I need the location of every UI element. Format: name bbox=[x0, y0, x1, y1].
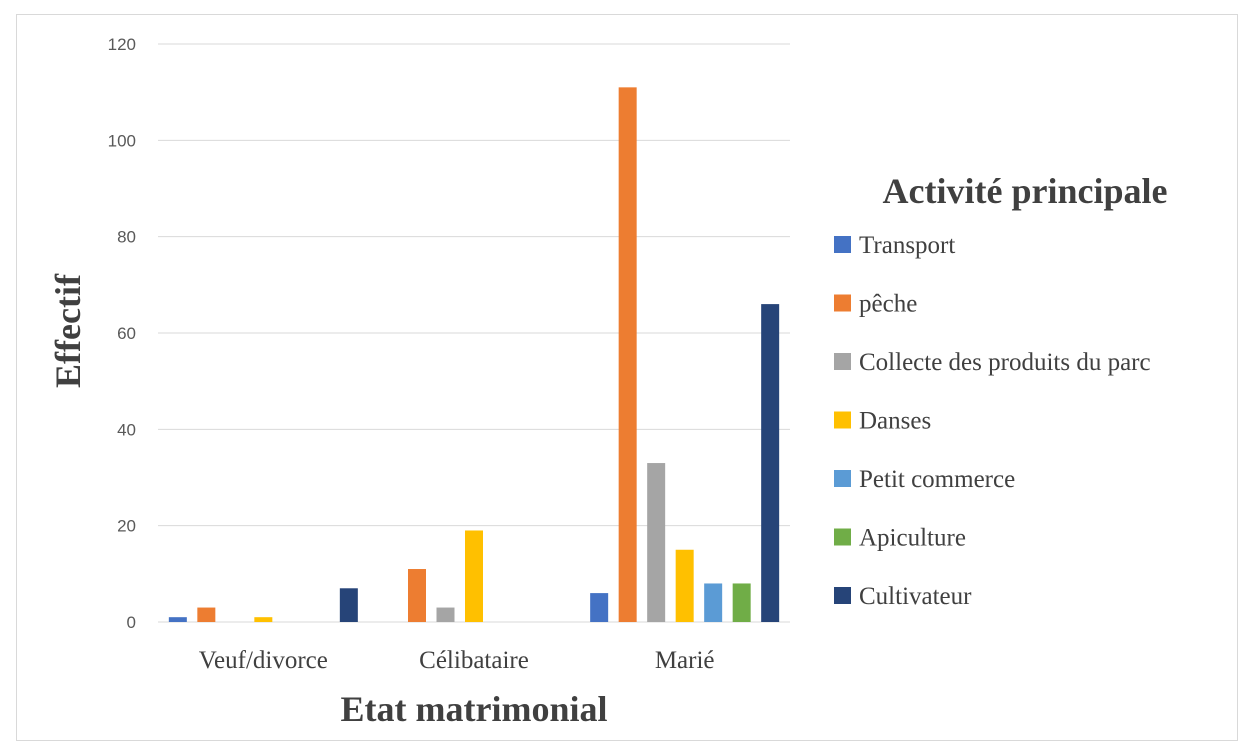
y-tick-label: 80 bbox=[117, 228, 136, 247]
legend-swatch bbox=[834, 411, 851, 429]
bar-danses-3 bbox=[675, 549, 694, 622]
legend-label: Transport bbox=[859, 232, 955, 259]
legend-swatch bbox=[834, 528, 851, 546]
y-axis-title: Effectif bbox=[48, 273, 88, 388]
bar-collecte-des-produits-du-parc-2 bbox=[436, 607, 455, 622]
legend-label: Petit commerce bbox=[859, 466, 1015, 493]
y-axis-ticks: 0 20 40 60 80 100 120 bbox=[108, 35, 136, 632]
legend-swatch bbox=[834, 294, 851, 312]
y-tick-label: 40 bbox=[117, 420, 136, 439]
bar-p-che-3 bbox=[618, 87, 637, 623]
legend-label: Apiculture bbox=[859, 525, 966, 552]
bar-p-che-2 bbox=[408, 569, 426, 622]
legend-title: Activité principale bbox=[883, 171, 1168, 211]
legend-swatch bbox=[834, 470, 851, 487]
y-tick-label: 0 bbox=[127, 613, 136, 632]
legend-swatch bbox=[834, 353, 851, 370]
bar-p-che-1 bbox=[197, 607, 216, 622]
bar-danses-2 bbox=[465, 530, 483, 622]
x-tick-label: Célibataire bbox=[419, 647, 529, 674]
legend: Activité principale Transport pêche Collec… bbox=[834, 171, 1167, 610]
bar-apiculture-3 bbox=[732, 583, 751, 622]
bar-collecte-des-produits-du-parc-3 bbox=[647, 463, 666, 622]
x-tick-label: Veuf/divorce bbox=[199, 647, 328, 674]
bar-danses-1 bbox=[254, 617, 273, 622]
bar-cultivateur-1 bbox=[339, 588, 358, 622]
bar-cultivateur-3 bbox=[761, 304, 780, 622]
legend-swatch bbox=[834, 236, 851, 253]
bar-transport-1 bbox=[168, 617, 187, 622]
legend-label: Collecte des produits du parc bbox=[859, 349, 1151, 376]
bars bbox=[168, 87, 780, 623]
legend-label: Cultivateur bbox=[859, 583, 972, 610]
y-tick-label: 60 bbox=[117, 324, 136, 343]
bar-petit-commerce-3 bbox=[704, 583, 723, 622]
x-tick-label: Marié bbox=[655, 647, 715, 674]
x-axis-ticks: Veuf/divorce Célibataire Marié bbox=[199, 647, 715, 674]
y-tick-label: 120 bbox=[108, 35, 136, 54]
x-axis-title: Etat matrimonial bbox=[341, 689, 608, 729]
legend-swatch bbox=[834, 587, 851, 604]
bar-transport-3 bbox=[590, 593, 609, 622]
y-tick-label: 100 bbox=[108, 131, 136, 150]
legend-label: Danses bbox=[859, 408, 931, 435]
y-tick-label: 20 bbox=[117, 517, 136, 536]
legend-label: pêche bbox=[859, 291, 917, 318]
